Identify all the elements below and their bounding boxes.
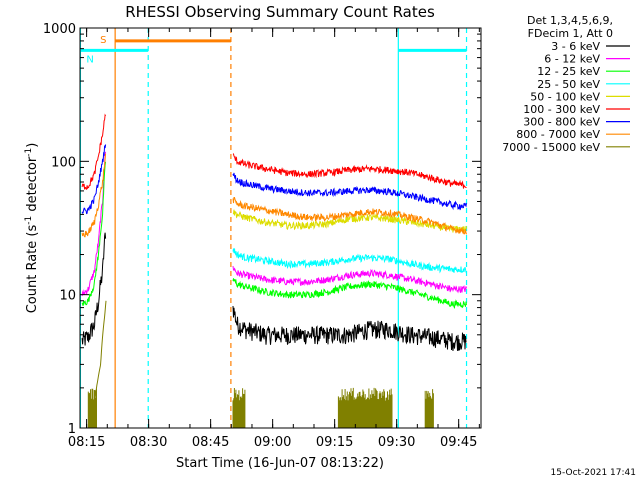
x-tick-label-09-15: 09:15 bbox=[316, 435, 353, 450]
y-tick-label-100: 100 bbox=[51, 155, 76, 170]
series-7000-15000-kev-burst-2 bbox=[232, 388, 246, 428]
series-800-7000-kev-segment-2 bbox=[232, 197, 467, 235]
legend-label-25-50-kev: 25 - 50 keV bbox=[537, 78, 600, 91]
series-50-100-kev-segment-1 bbox=[232, 209, 467, 233]
legend-label-6-12-kev: 6 - 12 keV bbox=[544, 53, 600, 66]
y-tick-label-1000: 1000 bbox=[43, 22, 76, 37]
legend-label-300-800-kev: 300 - 800 keV bbox=[523, 116, 600, 129]
series-100-300-kev-segment-2 bbox=[232, 153, 467, 189]
series-group bbox=[81, 113, 467, 429]
x-tick-label-08-15: 08:15 bbox=[68, 435, 105, 450]
legend-label-7000-15000-kev: 7000 - 15000 keV bbox=[502, 141, 600, 154]
legend: Det 1,3,4,5,6,9,FDecim 1, Att 03 - 6 keV… bbox=[502, 14, 630, 154]
coverage-bar-label-n: N bbox=[86, 54, 93, 65]
x-tick-label-08-45: 08:45 bbox=[192, 435, 229, 450]
x-axis-label: Start Time (16-Jun-07 08:13:22) bbox=[176, 456, 384, 471]
legend-label-12-25-kev: 12 - 25 keV bbox=[537, 65, 600, 78]
chart-title: RHESSI Observing Summary Count Rates bbox=[125, 3, 435, 21]
series-300-800-kev-segment-2 bbox=[232, 172, 467, 211]
x-tick-label-09-45: 09:45 bbox=[440, 435, 477, 450]
footer-timestamp: 15-Oct-2021 17:41 bbox=[551, 468, 636, 478]
x-axis: 08:15 08:30 08:45 09:00 09:15 09:30 09:45 bbox=[68, 28, 480, 450]
legend-header-line-1: Det 1,3,4,5,6,9, bbox=[527, 14, 613, 27]
series-100-300-kev-segment-1 bbox=[81, 113, 107, 191]
series-3-6-kev-segment-1 bbox=[81, 232, 107, 346]
series-800-7000-kev-segment-1 bbox=[81, 153, 107, 238]
series-300-800-kev-segment-1 bbox=[81, 144, 107, 215]
legend-header-line-2: FDecim 1, Att 0 bbox=[528, 27, 613, 40]
series-7000-15000-kev-burst-3 bbox=[337, 387, 393, 428]
series-12-25-kev-segment-1 bbox=[81, 161, 107, 306]
series-7000-15000-kev-burst-1 bbox=[87, 388, 97, 428]
legend-label-800-7000-kev: 800 - 7000 keV bbox=[516, 128, 600, 141]
y-tick-label-1: 1 bbox=[68, 422, 76, 437]
legend-label-100-300-kev: 100 - 300 keV bbox=[523, 103, 600, 116]
series-12-25-kev-segment-2 bbox=[232, 278, 467, 310]
coverage-bar-label-s: S bbox=[100, 35, 106, 46]
x-tick-label-09-00: 09:00 bbox=[254, 435, 291, 450]
coverage-bars: SN bbox=[80, 35, 467, 65]
y-axis-label: Count Rate (s-1 detector-1) bbox=[24, 143, 40, 314]
series-3-6-kev-segment-2 bbox=[232, 305, 467, 351]
legend-label-3-6-kev: 3 - 6 keV bbox=[551, 40, 600, 53]
legend-label-50-100-kev: 50 - 100 keV bbox=[530, 90, 600, 103]
series-6-12-kev-segment-1 bbox=[81, 151, 107, 297]
x-tick-label-08-30: 08:30 bbox=[130, 435, 167, 450]
series-25-50-kev-segment-1 bbox=[232, 248, 467, 274]
plot-frame bbox=[79, 27, 482, 429]
y-axis: 1 10 100 1000 bbox=[43, 22, 481, 437]
x-tick-label-09-30: 09:30 bbox=[378, 435, 415, 450]
series-6-12-kev-segment-2 bbox=[232, 265, 467, 294]
y-tick-label-10: 10 bbox=[59, 289, 76, 304]
series-7000-15000-kev-burst-4 bbox=[424, 389, 434, 428]
